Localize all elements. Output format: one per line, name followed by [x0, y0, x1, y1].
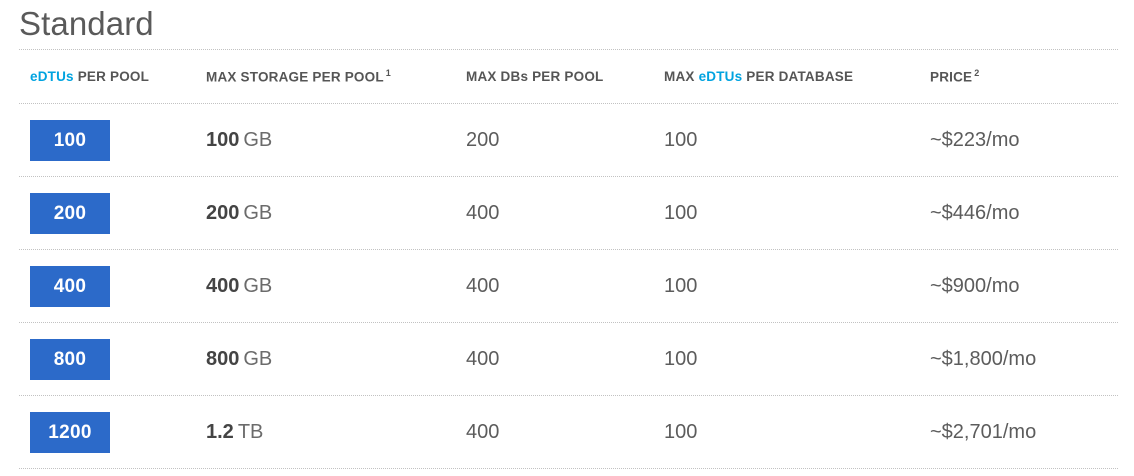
storage-value: 200 — [206, 201, 240, 224]
divider — [19, 49, 1118, 50]
column-header-edtus-per-pool: eDTUs PER POOL — [19, 50, 195, 103]
max-edtus-per-db-value: 100 — [664, 420, 698, 443]
cell-max-dbs: 200 — [455, 104, 653, 176]
storage-unit: GB — [243, 347, 273, 370]
cell-price: ~$446/mo — [919, 177, 1118, 249]
price-value: ~$1,800/mo — [930, 347, 1037, 370]
price-value: ~$446/mo — [930, 201, 1020, 224]
max-dbs-value: 400 — [466, 420, 500, 443]
column-header-max-storage: MAX STORAGE PER POOL 1 — [195, 50, 455, 103]
max-dbs-value: 400 — [466, 201, 500, 224]
cell-max-edtus-per-db: 100 — [653, 177, 919, 249]
row-divider — [19, 395, 1118, 396]
footnote-marker-1[interactable]: 1 — [385, 68, 391, 79]
column-header-text: PER POOL — [73, 69, 150, 84]
max-edtus-per-db-value: 100 — [664, 201, 698, 224]
storage-value: 400 — [206, 274, 240, 297]
divider — [19, 249, 1118, 250]
storage-unit: TB — [237, 420, 264, 443]
column-header-max-edtus-per-database: MAX eDTUs PER DATABASE — [653, 50, 919, 103]
max-dbs-value: 400 — [466, 274, 500, 297]
page-title: Standard — [19, 5, 154, 42]
cell-edtus-per-pool: 400 — [19, 250, 195, 322]
cell-max-edtus-per-db: 100 — [653, 323, 919, 395]
cell-max-dbs: 400 — [455, 177, 653, 249]
column-header-text: MAX DBs PER POOL — [466, 69, 604, 84]
max-edtus-per-db-value: 100 — [664, 274, 698, 297]
header-bottom-rule — [19, 103, 1118, 104]
table-body: 100 100 GB 200 100 — [19, 104, 1118, 469]
cell-max-storage: 200 GB — [195, 177, 455, 249]
divider — [19, 468, 1118, 469]
edtu-badge: 400 — [30, 265, 110, 307]
column-header-text: MAX STORAGE PER POOL — [206, 69, 384, 85]
storage-unit: GB — [243, 274, 273, 297]
column-header-text: MAX — [664, 69, 699, 84]
cell-max-dbs: 400 — [455, 396, 653, 468]
max-dbs-value: 200 — [466, 128, 500, 151]
edtus-link[interactable]: eDTUs — [30, 69, 74, 84]
table-row: 1200 1.2 TB 400 100 — [19, 396, 1118, 468]
cell-max-edtus-per-db: 100 — [653, 396, 919, 468]
cell-price: ~$2,701/mo — [919, 396, 1118, 468]
cell-price: ~$1,800/mo — [919, 323, 1118, 395]
divider — [19, 176, 1118, 177]
row-divider — [19, 176, 1118, 177]
cell-edtus-per-pool: 200 — [19, 177, 195, 249]
pricing-table: eDTUs PER POOL MAX STORAGE PER POOL 1 MAX… — [19, 49, 1118, 469]
column-header-max-dbs: MAX DBs PER POOL — [455, 50, 653, 103]
price-value: ~$2,701/mo — [930, 420, 1037, 443]
max-edtus-per-db-value: 100 — [664, 347, 698, 370]
cell-edtus-per-pool: 800 — [19, 323, 195, 395]
table-row: 800 800 GB 400 100 — [19, 323, 1118, 395]
divider — [19, 322, 1118, 323]
max-dbs-value: 400 — [466, 347, 500, 370]
divider — [19, 395, 1118, 396]
edtu-badge: 100 — [30, 119, 110, 161]
cell-max-dbs: 400 — [455, 323, 653, 395]
table-row: 400 400 GB 400 100 — [19, 250, 1118, 322]
price-value: ~$223/mo — [930, 128, 1020, 151]
row-divider — [19, 322, 1118, 323]
storage-value: 100 — [206, 128, 240, 151]
cell-edtus-per-pool: 100 — [19, 104, 195, 176]
column-header-text: PER DATABASE — [742, 69, 854, 84]
storage-value: 1.2 — [206, 420, 234, 443]
storage-unit: GB — [243, 128, 273, 151]
cell-max-storage: 1.2 TB — [195, 396, 455, 468]
table-row: 100 100 GB 200 100 — [19, 104, 1118, 176]
footnote-marker-2[interactable]: 2 — [974, 68, 980, 79]
row-divider — [19, 249, 1118, 250]
header-top-rule — [19, 49, 1118, 50]
column-header-text: PRICE — [930, 69, 973, 85]
column-header-price: PRICE 2 — [919, 50, 1118, 103]
cell-max-storage: 100 GB — [195, 104, 455, 176]
cell-max-storage: 800 GB — [195, 323, 455, 395]
cell-max-dbs: 400 — [455, 250, 653, 322]
divider — [19, 103, 1118, 104]
edtus-link[interactable]: eDTUs — [698, 69, 743, 84]
cell-edtus-per-pool: 1200 — [19, 396, 195, 468]
edtu-badge: 1200 — [30, 411, 110, 453]
table-row: 200 200 GB 400 100 — [19, 177, 1118, 249]
cell-max-edtus-per-db: 100 — [653, 104, 919, 176]
edtu-badge: 200 — [30, 192, 110, 234]
edtu-badge: 800 — [30, 338, 110, 380]
price-value: ~$900/mo — [930, 274, 1020, 297]
header-row: eDTUs PER POOL MAX STORAGE PER POOL 1 MAX… — [19, 50, 1118, 103]
cell-price: ~$223/mo — [919, 104, 1118, 176]
table-header: eDTUs PER POOL MAX STORAGE PER POOL 1 MAX… — [19, 49, 1118, 104]
max-edtus-per-db-value: 100 — [664, 128, 698, 151]
cell-max-storage: 400 GB — [195, 250, 455, 322]
storage-unit: GB — [243, 201, 273, 224]
table-bottom-rule — [19, 468, 1118, 469]
storage-value: 800 — [206, 347, 240, 370]
cell-max-edtus-per-db: 100 — [653, 250, 919, 322]
cell-price: ~$900/mo — [919, 250, 1118, 322]
